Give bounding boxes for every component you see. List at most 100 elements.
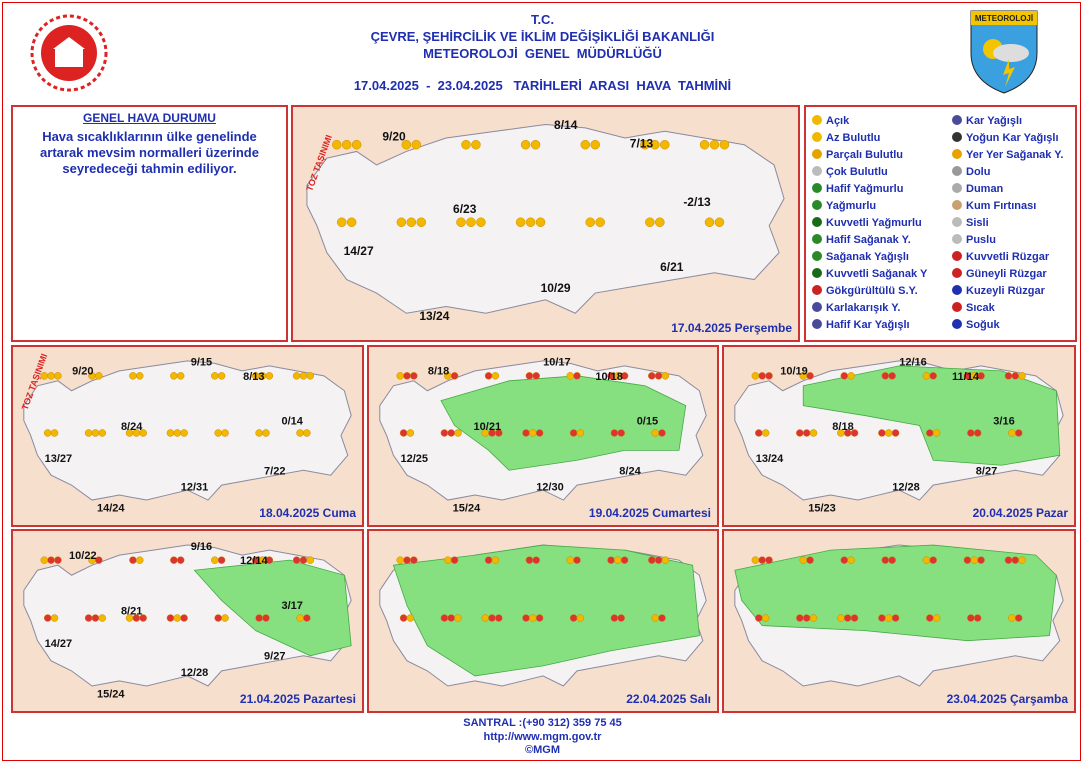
weather-icon [401, 139, 412, 150]
weather-icon [466, 217, 476, 227]
weather-icon [91, 429, 100, 437]
weather-icon [535, 217, 546, 227]
weather-icon [569, 429, 578, 437]
weather-icon [403, 372, 411, 380]
temperature: 6/23 [453, 202, 477, 216]
weather-icon [977, 372, 985, 380]
weather-icon [796, 614, 804, 622]
legend-item: Sisli [952, 217, 989, 229]
weather-icon [648, 556, 656, 564]
weather-icon [709, 139, 720, 150]
weather-icon [655, 217, 665, 227]
weather-icon [765, 556, 773, 564]
weather-icon [303, 614, 311, 622]
weather-icon [211, 556, 219, 564]
legend-label: Yoğun Kar Yağışlı [966, 132, 1059, 144]
weather-icon [447, 614, 455, 622]
weather-icon [806, 556, 814, 564]
weather-icon [47, 372, 55, 380]
weather-icon [522, 614, 530, 622]
weather-icon [410, 372, 418, 380]
temperature: 14/27 [45, 638, 73, 650]
weather-icon [180, 614, 188, 622]
weather-icon [95, 372, 103, 380]
weather-icon [411, 139, 422, 150]
legend-label: Soğuk [966, 319, 1000, 331]
weather-icon [170, 556, 178, 564]
rain-area [802, 365, 1061, 466]
weather-icon [456, 217, 466, 227]
weather-icon [929, 556, 937, 564]
legend-label: Karlakarışık Y. [826, 302, 901, 314]
legend-label: Yer Yer Sağanak Y. [966, 149, 1064, 161]
legend-item: Yer Yer Sağanak Y. [952, 149, 1063, 161]
weather-icon [881, 556, 890, 564]
legend-label: Dolu [966, 166, 991, 178]
temperature: 12/25 [400, 453, 428, 465]
weather-icon [535, 614, 544, 622]
legend-item: Dolu [952, 166, 990, 178]
legend-item: Güneyli Rüzgar [952, 268, 1047, 280]
weather-icon [573, 372, 581, 380]
legend-icon [812, 183, 822, 193]
map-box: 8/18 10/17 10/18 10/21 0/15 12/25 8/24 12/30 15/… [367, 345, 719, 527]
weather-icon [129, 556, 137, 564]
weather-icon [610, 429, 619, 437]
rain-area [440, 375, 687, 471]
legend-label: Parçalı Bulutlu [826, 149, 904, 161]
weather-icon [491, 372, 500, 380]
weather-icon [450, 556, 459, 564]
legend-label: Kuvvetli Sağanak Y [826, 268, 928, 280]
weather-icon [454, 614, 462, 622]
weather-icon [614, 556, 622, 564]
weather-icon [1004, 372, 1013, 380]
weather-icon [1008, 614, 1016, 622]
legend-icon [812, 234, 822, 244]
weather-icon [1011, 372, 1020, 380]
temperature: 9/20 [72, 366, 93, 378]
temperature: 10/19 [780, 366, 808, 378]
legend-icon [812, 166, 822, 176]
weather-icon [970, 556, 978, 564]
weather-icon [54, 372, 62, 380]
weather-icon [1011, 556, 1020, 564]
map: 10/22 9/16 12/14 8/21 3/17 14/27 9/27 12/28 15/2… [13, 531, 362, 711]
weather-icon [396, 556, 404, 564]
legend-icon [952, 115, 962, 125]
temperature: 8/18 [832, 421, 853, 433]
temperature: 7/22 [264, 465, 285, 477]
legend-icon [952, 319, 962, 329]
legend-item: Puslu [952, 234, 996, 246]
legend-label: Az Bulutlu [826, 132, 881, 144]
legend-label: Hafif Sağanak Y. [826, 234, 911, 246]
map-date: 19.04.2025 Cumartesi [589, 506, 711, 520]
legend-label: Kuvvetli Rüzgar [966, 251, 1050, 263]
legend-label: Kuvvetli Yağmurlu [826, 217, 922, 229]
weather-icon [645, 217, 655, 227]
temperature: 9/20 [382, 130, 406, 144]
weather-icon [221, 614, 229, 622]
temperature: 7/13 [630, 137, 654, 151]
legend-label: Hafif Yağmurlu [826, 183, 904, 195]
weather-icon [881, 372, 890, 380]
weather-icon [650, 139, 660, 150]
legend-icon [952, 200, 962, 210]
temperature: 0/14 [281, 415, 303, 427]
legend-label: Sağanak Yağışlı [826, 251, 909, 263]
weather-icon [580, 139, 591, 150]
weather-icon [495, 429, 503, 437]
legend-icon [812, 319, 822, 329]
legend-item: Soğuk [952, 319, 1000, 331]
weather-icon [180, 429, 188, 437]
weather-icon [755, 429, 763, 437]
legend-item: Kuvvetli Yağmurlu [812, 217, 922, 229]
weather-icon [221, 429, 229, 437]
general-text: Hava sıcaklıklarının ülke genelinde arta… [40, 129, 259, 176]
weather-icon [440, 429, 449, 437]
weather-icon [176, 556, 185, 564]
legend-icon [812, 200, 822, 210]
footer-copyright: ©MGM [525, 744, 560, 756]
weather-icon [530, 139, 541, 150]
weather-icon [566, 372, 574, 380]
